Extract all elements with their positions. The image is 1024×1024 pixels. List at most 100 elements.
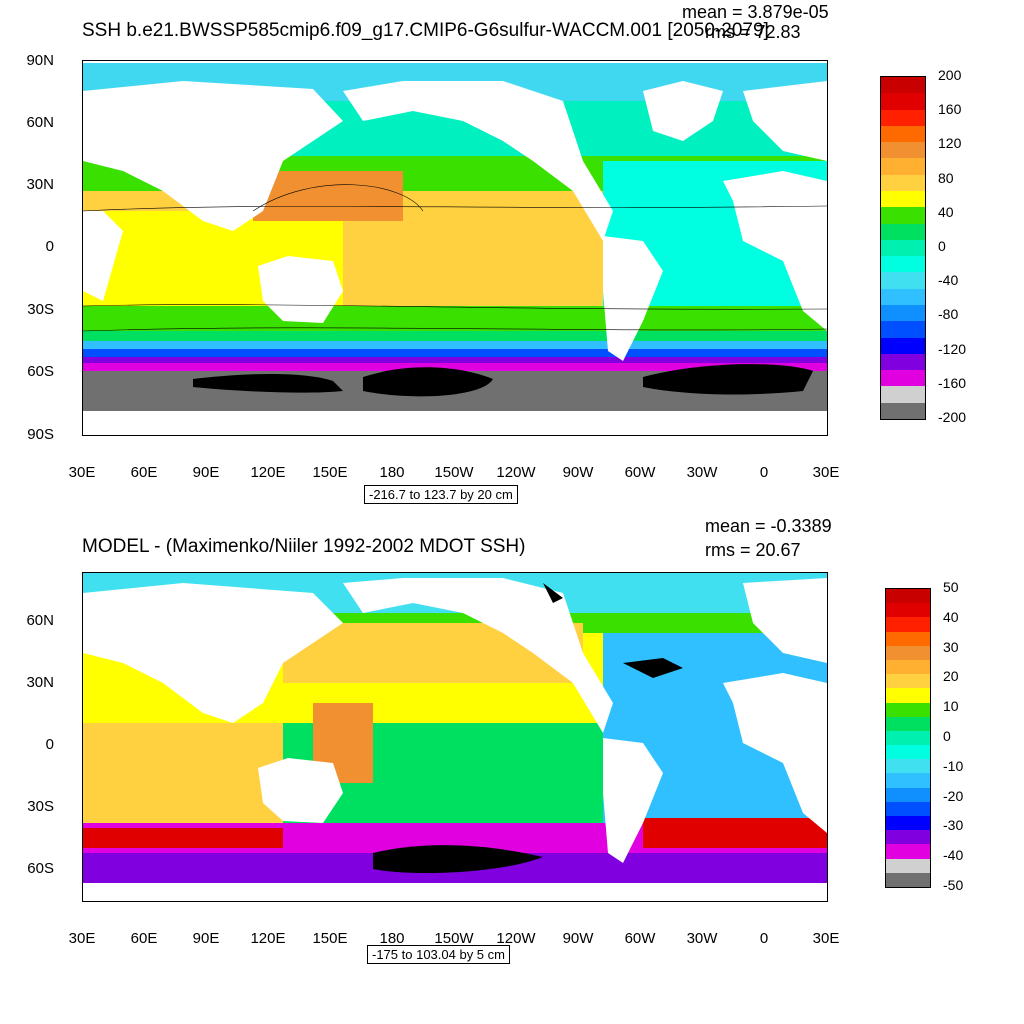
bottom-map-panel: MODEL - (Maximenko/Niiler 1992-2002 MDOT…: [0, 512, 1024, 1012]
colorbar-swatch: [881, 256, 925, 273]
colorbar-swatch: [886, 801, 930, 817]
colorbar-swatch: [886, 858, 930, 874]
contour-range-label: -175 to 103.04 by 5 cm: [367, 945, 510, 964]
lat-label: 0: [45, 736, 54, 753]
colorbar-tick-label: 10: [943, 698, 959, 715]
colorbar-swatch: [881, 353, 925, 371]
top-map-panel: SSH b.e21.BWSSP585cmip6.f09_g17.CMIP6-G6…: [26, 2, 967, 504]
colorbar-swatch: [886, 844, 930, 860]
lon-label: 180: [379, 464, 405, 481]
bottom-ssh-diff-map: [82, 572, 828, 902]
lon-label: 0: [759, 464, 769, 481]
top-colorbar: [880, 76, 926, 420]
lat-label: 30S: [27, 798, 54, 815]
colorbar-swatch: [881, 402, 925, 420]
lon-label: 60W: [624, 464, 656, 481]
lon-label: 180: [379, 930, 405, 947]
colorbar-swatch: [881, 272, 925, 290]
colorbar-tick-label: -50: [943, 877, 964, 893]
lon-label: 90E: [192, 930, 220, 947]
colorbar-swatch: [886, 645, 930, 661]
colorbar-tick-label: 50: [943, 579, 959, 595]
lat-label: 60S: [27, 363, 54, 380]
lon-label: 150W: [434, 930, 474, 947]
lon-label: 90W: [562, 464, 594, 481]
colorbar-tick-label: 200: [938, 67, 962, 83]
colorbar-swatch: [881, 109, 925, 127]
colorbar-swatch: [886, 688, 930, 704]
lon-label: 60E: [130, 464, 158, 481]
lon-label: 30W: [686, 930, 718, 947]
lat-label: 30N: [26, 674, 54, 691]
lon-label: 150E: [312, 930, 348, 947]
bottom-mean-stat: mean = -0.3389: [705, 516, 832, 536]
colorbar-tick-label: -160: [938, 374, 967, 391]
lat-label: 60N: [26, 114, 54, 131]
colorbar-swatch: [881, 288, 925, 306]
lon-label: 90E: [192, 464, 220, 481]
colorbar-swatch: [886, 759, 930, 774]
colorbar-swatch: [881, 321, 925, 339]
colorbar-tick-label: -80: [938, 306, 959, 323]
colorbar-tick-label: -40: [943, 847, 964, 864]
colorbar-swatch: [881, 93, 925, 111]
colorbar-swatch: [881, 337, 925, 355]
colorbar-swatch: [881, 370, 925, 387]
lat-label: 30N: [26, 176, 54, 193]
colorbar-swatch: [881, 239, 925, 257]
colorbar-swatch: [886, 745, 930, 760]
lon-label: 150W: [434, 464, 474, 481]
colorbar-swatch: [886, 872, 930, 888]
colorbar-swatch: [881, 191, 925, 208]
colorbar-swatch: [886, 603, 930, 618]
colorbar-swatch: [881, 77, 925, 94]
colorbar-swatch: [881, 223, 925, 241]
colorbar-swatch: [886, 816, 930, 831]
colorbar-swatch: [886, 830, 930, 845]
lon-label: 60W: [624, 930, 656, 947]
lon-label: 30E: [812, 930, 840, 947]
colorbar-swatch: [881, 174, 925, 192]
lat-label: 90S: [27, 426, 54, 443]
lon-label: 30E: [812, 464, 840, 481]
top-ssh-map: [82, 60, 828, 436]
colorbar-swatch: [886, 631, 930, 647]
bottom-colorbar: [885, 588, 931, 888]
contour-range-label: -216.7 to 123.7 by 20 cm: [364, 485, 518, 504]
colorbar-tick-label: 160: [938, 101, 962, 118]
bottom-panel-title: MODEL - (Maximenko/Niiler 1992-2002 MDOT…: [82, 536, 526, 557]
colorbar-swatch: [881, 158, 925, 176]
colorbar-swatch: [881, 142, 925, 159]
lon-label: 30E: [68, 464, 96, 481]
top-mean-stat: mean = 3.879e-05: [682, 2, 829, 22]
colorbar-swatch: [881, 207, 925, 225]
top-rms-stat: rms = 72.83: [705, 22, 801, 42]
colorbar-tick-label: -20: [943, 787, 964, 804]
colorbar-swatch: [886, 787, 930, 803]
lat-label: 60S: [27, 860, 54, 877]
colorbar-swatch: [886, 589, 930, 604]
colorbar-tick-label: -200: [938, 409, 967, 425]
colorbar-tick-label: 30: [943, 638, 959, 655]
lat-label: 0: [45, 238, 54, 255]
bottom-rms-stat: rms = 20.67: [705, 540, 801, 560]
colorbar-tick-label: -10: [943, 757, 964, 774]
lon-label: 120W: [496, 464, 536, 481]
colorbar-swatch: [886, 730, 930, 746]
colorbar-tick-label: 80: [938, 169, 954, 186]
colorbar-tick-label: -40: [938, 272, 959, 289]
colorbar-swatch: [881, 305, 925, 322]
lon-label: 120E: [250, 464, 286, 481]
lon-label: 120W: [496, 930, 536, 947]
colorbar-tick-label: 40: [943, 608, 959, 625]
colorbar-swatch: [886, 716, 930, 732]
lon-label: 30W: [686, 464, 718, 481]
lat-label: 60N: [26, 612, 54, 629]
lon-label: 0: [759, 930, 769, 947]
lon-label: 90W: [562, 930, 594, 947]
lon-label: 30E: [68, 930, 96, 947]
colorbar-swatch: [886, 702, 930, 718]
colorbar-tick-label: -120: [938, 340, 967, 357]
colorbar-tick-label: 0: [943, 728, 951, 744]
lon-label: 120E: [250, 930, 286, 947]
